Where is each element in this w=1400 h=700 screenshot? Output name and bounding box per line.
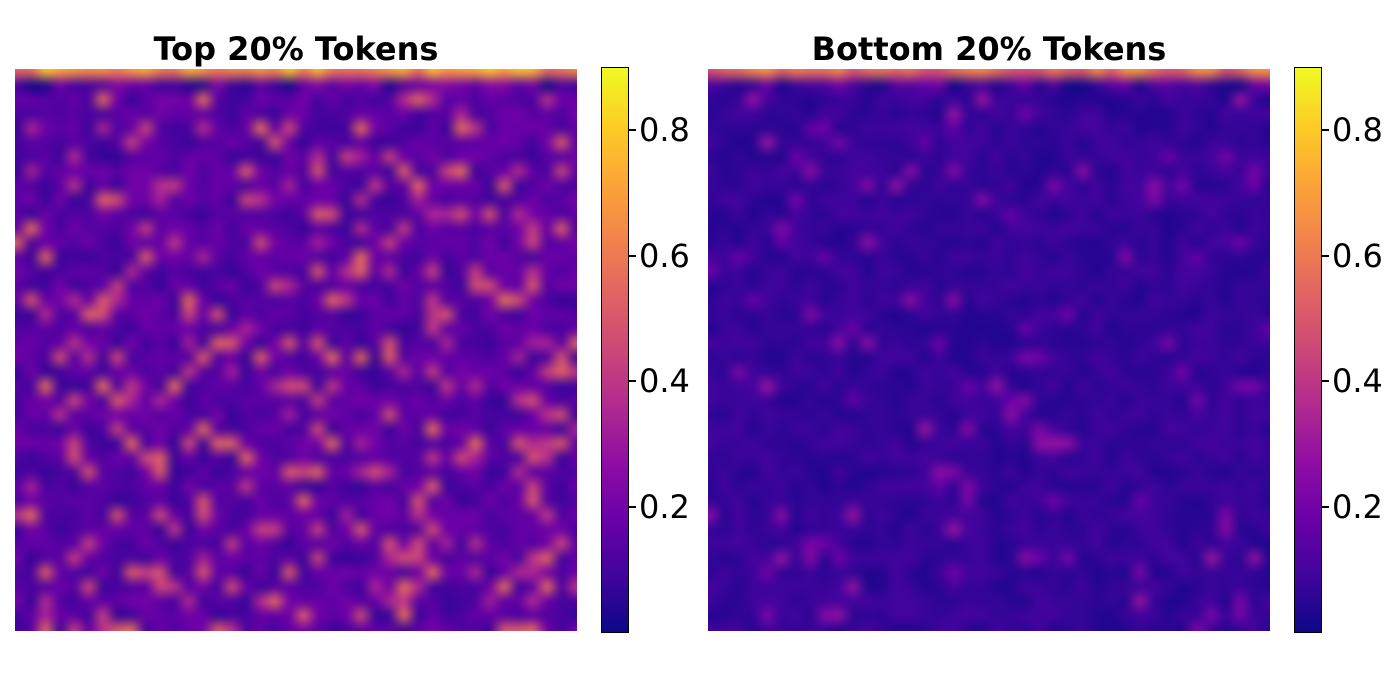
heatmap-title-top-tokens: Top 20% Tokens bbox=[153, 30, 439, 68]
colorbar-tick-label: 0.4 bbox=[639, 362, 690, 401]
colorbar-ticks-bottom-tokens: 0.2 0.4 0.6 0.8 bbox=[1322, 67, 1400, 633]
colorbar-tick-label: 0.2 bbox=[639, 488, 690, 527]
heatmap-title-bottom-tokens: Bottom 20% Tokens bbox=[811, 30, 1167, 68]
colorbar-tick-label: 0.8 bbox=[1332, 110, 1383, 149]
colorbar-tick-label: 0.4 bbox=[1332, 362, 1383, 401]
colorbar-ticks-top-tokens: 0.2 0.4 0.6 0.8 bbox=[629, 67, 709, 633]
colorbar-tick-label: 0.6 bbox=[1332, 236, 1383, 275]
heatmap-canvas-top-tokens bbox=[15, 69, 577, 631]
colorbar-top-tokens bbox=[601, 67, 629, 633]
heatmap-bottom-tokens bbox=[708, 69, 1270, 631]
colorbar-tick-label: 0.8 bbox=[639, 110, 690, 149]
heatmap-canvas-bottom-tokens bbox=[708, 69, 1270, 631]
heatmap-top-tokens bbox=[15, 69, 577, 631]
colorbar-bottom-tokens bbox=[1294, 67, 1322, 633]
colorbar-tick-label: 0.2 bbox=[1332, 488, 1383, 527]
colorbar-tick-label: 0.6 bbox=[639, 236, 690, 275]
